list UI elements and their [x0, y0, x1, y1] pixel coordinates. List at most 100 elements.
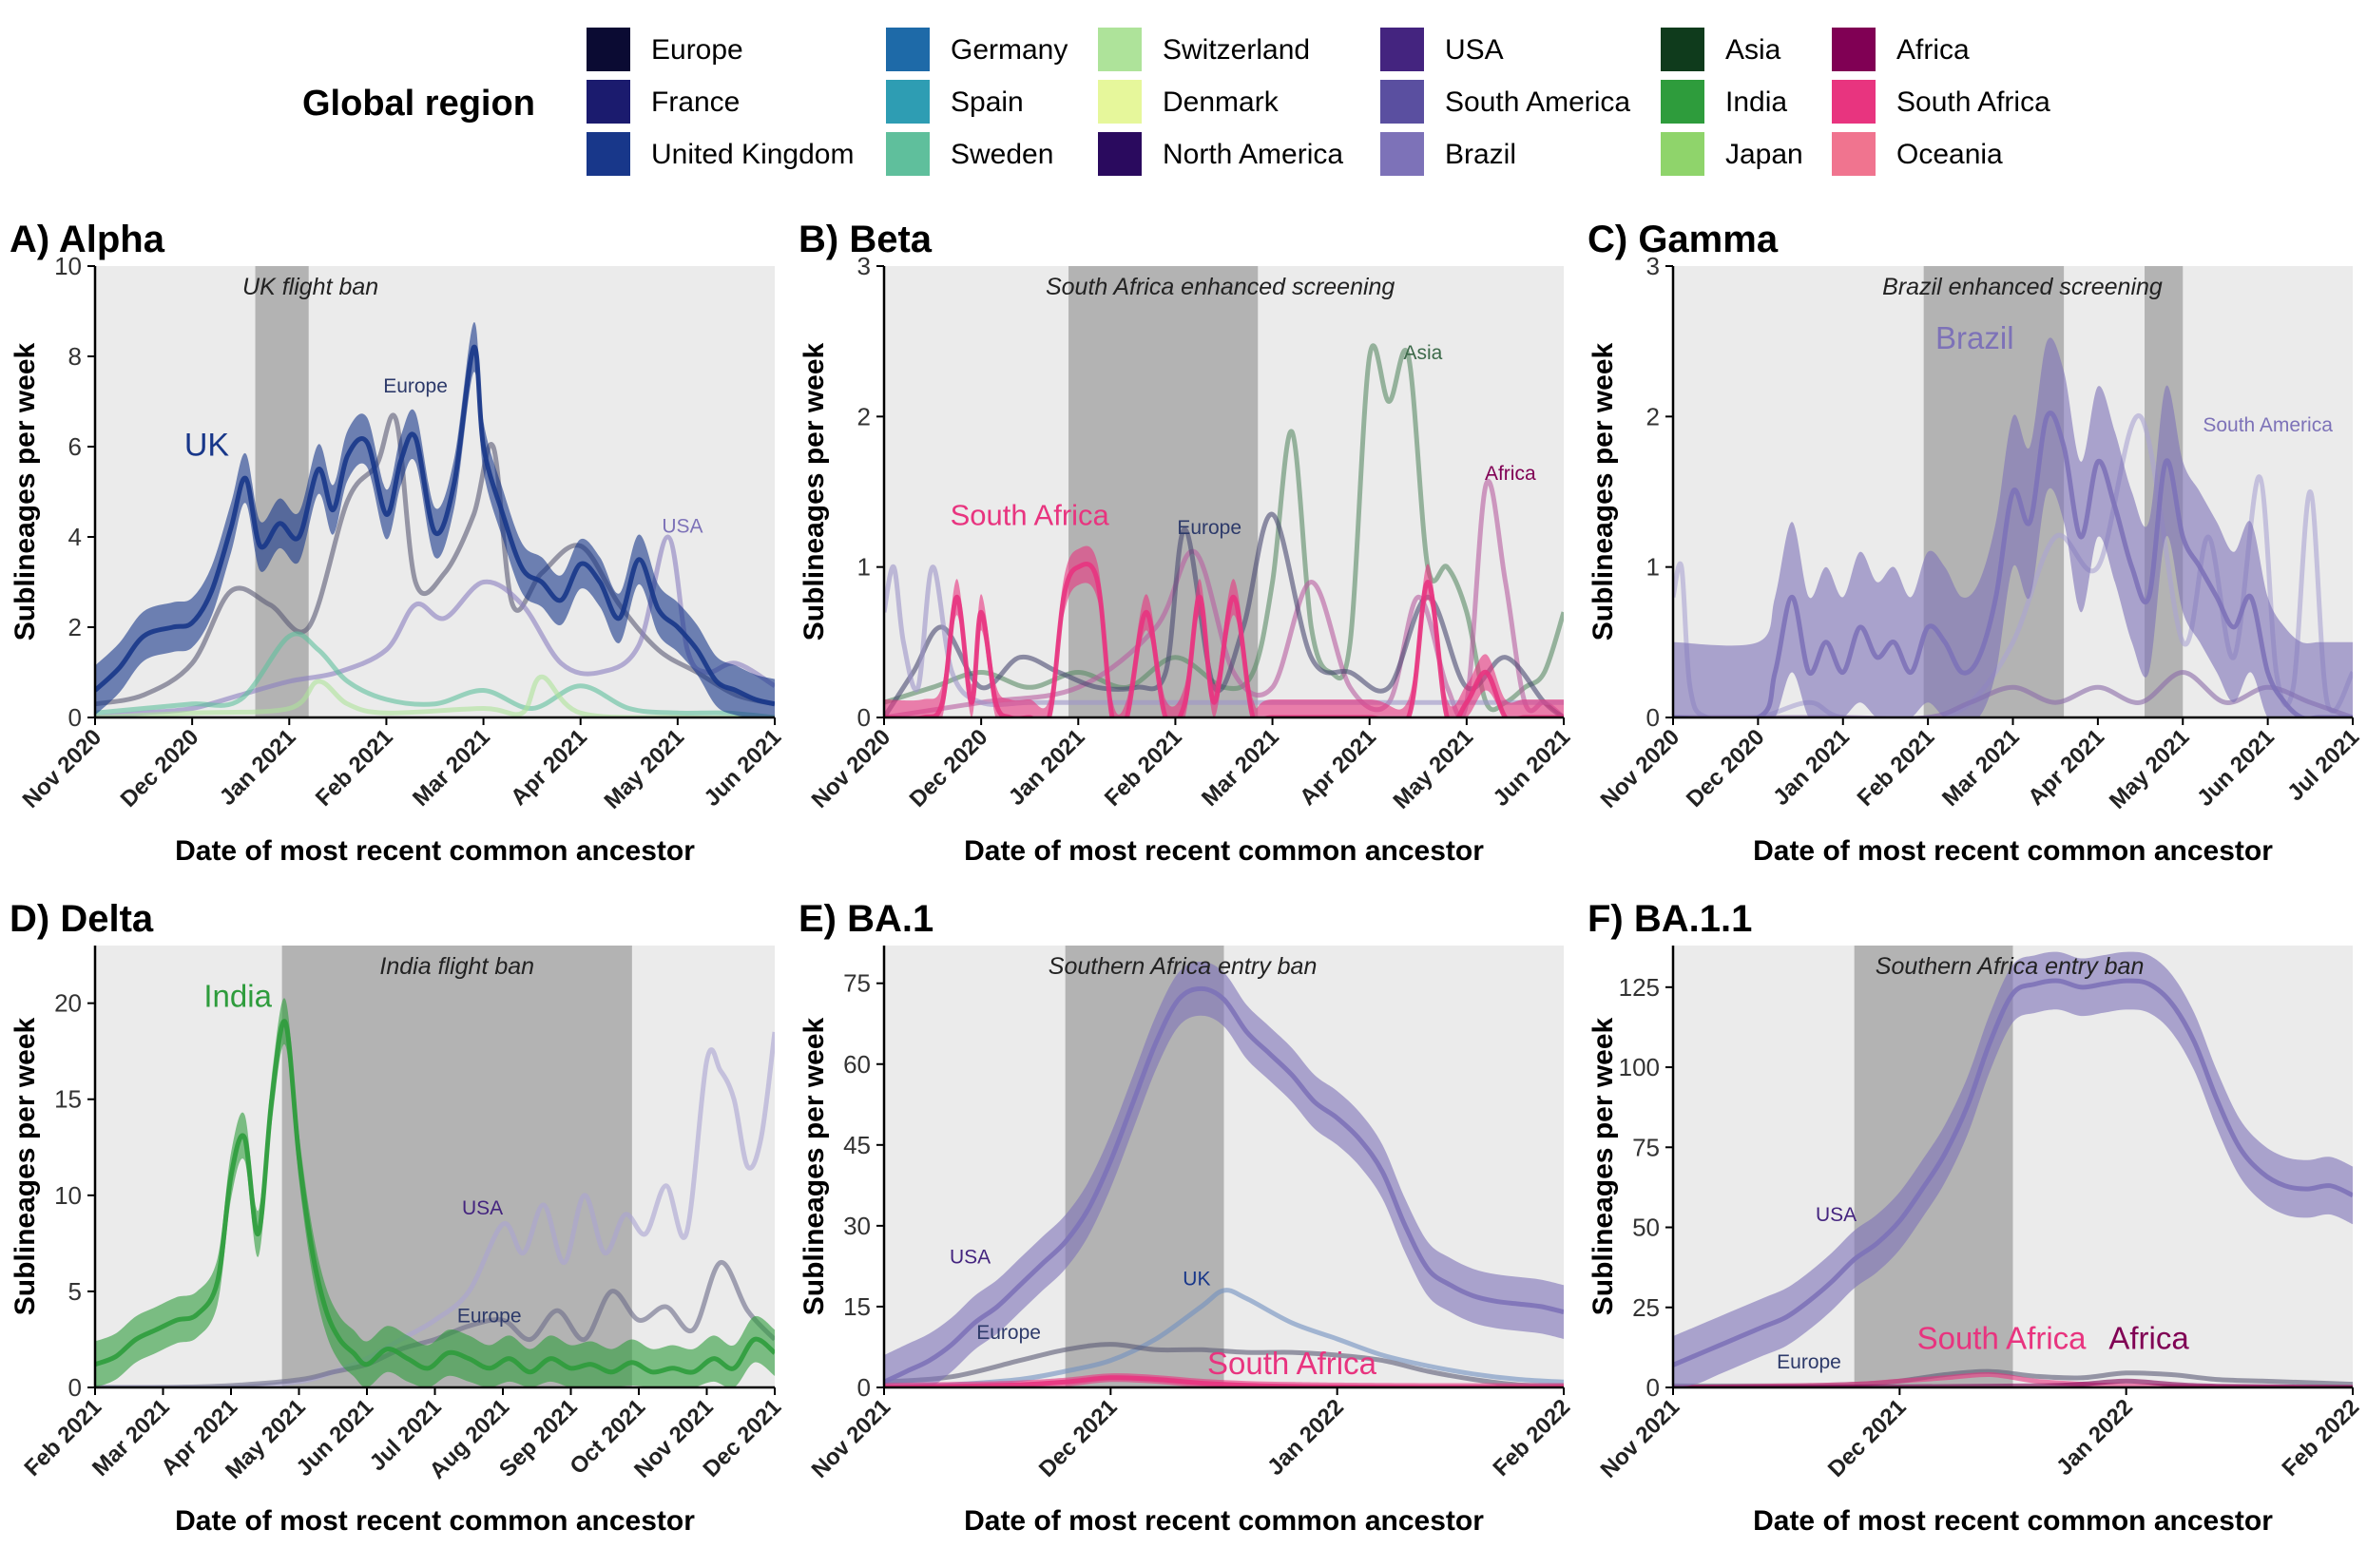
series-annotation: South Africa: [1207, 1346, 1377, 1381]
legend-label: Germany: [951, 34, 1068, 66]
x-tick-label: May 2021: [1389, 724, 1479, 814]
series-line: [884, 1288, 1564, 1387]
x-axis-title: Date of most recent common ancestor: [1753, 835, 2273, 867]
legend-label: South Africa: [1896, 86, 2050, 118]
panel-title: C) Gamma: [1588, 219, 1779, 260]
y-axis-title: Sublineages per week: [10, 1017, 41, 1315]
x-tick-label: Feb 2021: [311, 724, 398, 812]
legend-label: USA: [1445, 34, 1504, 66]
y-tick-label: 1: [857, 553, 871, 582]
legend-label: South America: [1445, 86, 1631, 118]
series-band: [95, 322, 775, 717]
series-annotation: Europe: [1177, 517, 1241, 539]
series-group: [95, 998, 775, 1387]
x-tick-label: Nov 2020: [18, 724, 107, 813]
x-tick-label: Dec 2020: [1682, 724, 1770, 813]
series-annotation: South America: [2203, 414, 2333, 436]
x-tick-label: Mar 2021: [408, 724, 495, 812]
panel-title: D) Delta: [10, 898, 154, 940]
x-tick-label: Feb 2022: [2278, 1394, 2365, 1482]
panel-title: E) BA.1: [799, 898, 933, 940]
legend-swatch: [1659, 78, 1706, 125]
legend-label: France: [651, 86, 741, 118]
y-tick-label: 15: [843, 1292, 871, 1321]
panel-beta: B) Beta South Africa enhanced screening So…: [799, 219, 1576, 867]
series-annotation: South Africa: [951, 498, 1110, 531]
series-annotation: UK: [184, 428, 230, 464]
legend-swatch: [585, 26, 632, 73]
x-axis-title: Date of most recent common ancestor: [964, 1505, 1484, 1537]
legend-swatch: [1096, 26, 1144, 73]
x-tick-label: Nov 2020: [1596, 724, 1685, 813]
series-band: [95, 998, 775, 1387]
legend-label: Oceania: [1896, 139, 2003, 170]
legend-label: Japan: [1725, 139, 1803, 170]
legend-swatch: [1830, 130, 1877, 178]
panel-title: F) BA.1.1: [1588, 898, 1752, 940]
shaded-window: [281, 946, 632, 1387]
y-tick-label: 0: [68, 703, 82, 732]
y-axis-title: Sublineages per week: [10, 342, 41, 641]
x-axis-title: Date of most recent common ancestor: [964, 835, 1484, 867]
y-tick-label: 75: [1632, 1133, 1660, 1161]
shade-label: India flight ban: [379, 953, 534, 980]
x-tick-label: Apr 2021: [2023, 724, 2109, 811]
legend-swatch: [1659, 130, 1706, 178]
x-tick-label: Dec 2021: [1823, 1394, 1912, 1482]
legend-swatch: [1659, 26, 1706, 73]
y-tick-label: 15: [54, 1085, 82, 1114]
legend-label: Asia: [1725, 34, 1781, 66]
legend-swatch: [1378, 78, 1426, 125]
legend-swatch: [884, 26, 932, 73]
series-group: [95, 322, 775, 717]
x-tick-label: Nov 2020: [807, 724, 896, 813]
y-tick-label: 75: [843, 969, 871, 998]
x-tick-label: Feb 2021: [1853, 724, 1940, 812]
series-line: [1673, 978, 2353, 1367]
y-tick-label: 3: [857, 252, 871, 280]
series-line: [884, 1342, 1564, 1387]
x-tick-label: Mar 2021: [1937, 724, 2025, 812]
series-annotation: Africa: [2108, 1321, 2189, 1356]
legend-label: Brazil: [1445, 139, 1517, 170]
x-tick-label: Jan 2021: [1004, 724, 1090, 811]
series-annotation: Europe: [1777, 1351, 1841, 1373]
x-tick-label: Dec 2020: [905, 724, 993, 813]
shaded-window: [1068, 266, 1259, 717]
series-annotation: USA: [1816, 1204, 1857, 1226]
shaded-window: [1065, 946, 1224, 1387]
shade-label: Southern Africa entry ban: [1049, 953, 1318, 980]
shaded-window: [255, 266, 309, 717]
x-tick-label: May 2021: [2105, 724, 2195, 814]
y-tick-label: 2: [68, 613, 82, 641]
x-axis-title: Date of most recent common ancestor: [175, 835, 695, 867]
series-line: [95, 344, 775, 707]
legend-label: Denmark: [1163, 86, 1279, 118]
x-tick-label: Dec 2020: [116, 724, 204, 813]
legend-swatch: [1378, 130, 1426, 178]
legend-label: United Kingdom: [651, 139, 855, 170]
series-annotation: South Africa: [1917, 1321, 2088, 1356]
x-tick-label: Apr 2021: [506, 724, 592, 811]
x-tick-label: Jun 2021: [1489, 724, 1576, 812]
y-axis-title: Sublineages per week: [799, 342, 830, 641]
y-tick-label: 10: [54, 252, 82, 280]
x-tick-label: Jan 2021: [215, 724, 301, 811]
shade-label: Southern Africa entry ban: [1876, 953, 2145, 980]
legend: Global region Europe France United Kingdom…: [0, 0, 2367, 190]
x-tick-label: Feb 2022: [1489, 1394, 1576, 1482]
legend-swatch: [585, 130, 632, 178]
legend-label: Africa: [1896, 34, 1970, 66]
legend-swatch: [1096, 130, 1144, 178]
legend-swatch: [884, 78, 932, 125]
plot-background: [95, 266, 775, 717]
legend-title: Global region: [302, 84, 535, 124]
y-axis-title: Sublineages per week: [1588, 342, 1619, 641]
legend-swatch: [1378, 26, 1426, 73]
legend-label: North America: [1163, 139, 1344, 170]
x-axis-title: Date of most recent common ancestor: [1753, 1505, 2273, 1537]
y-axis-title: Sublineages per week: [799, 1017, 830, 1315]
series-annotation: USA: [462, 1197, 503, 1219]
x-tick-label: Apr 2021: [1295, 724, 1381, 811]
x-tick-label: Nov 2021: [1596, 1394, 1685, 1483]
